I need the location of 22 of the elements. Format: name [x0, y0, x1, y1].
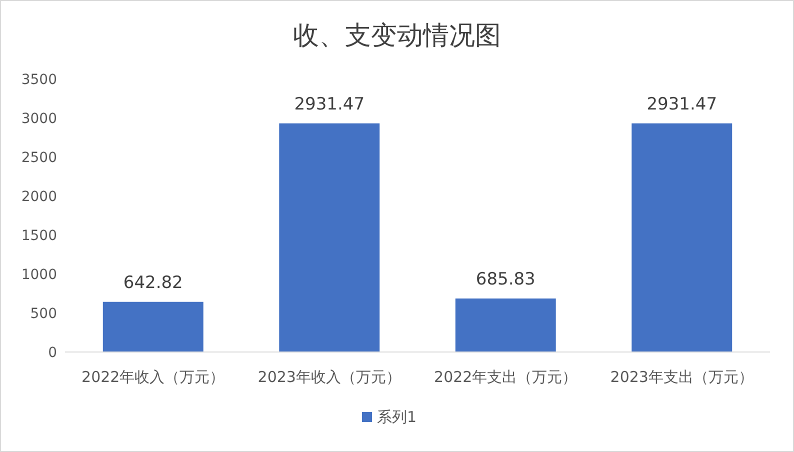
y-tick-label: 500 [30, 306, 57, 322]
x-tick-label: 2023年支出（万元） [610, 368, 754, 386]
y-tick-label: 1000 [21, 267, 57, 283]
chart-title: 收、支变动情况图 [293, 21, 501, 51]
y-tick-label: 2500 [21, 150, 57, 166]
bar [102, 302, 204, 352]
y-tick-label: 3000 [21, 111, 57, 127]
data-label: 642.82 [123, 272, 183, 293]
data-label: 2931.47 [646, 94, 718, 114]
y-tick-label: 0 [48, 345, 57, 361]
data-label: 685.83 [476, 270, 536, 290]
bar [455, 298, 556, 352]
x-tick-label: 2022年收入（万元） [82, 368, 225, 386]
y-tick-label: 3500 [21, 72, 57, 88]
bar [632, 123, 732, 352]
x-tick-label: 2022年支出（万元） [434, 368, 578, 386]
data-label: 2931.47 [294, 94, 365, 114]
bar [279, 123, 380, 352]
legend-label: 系列1 [377, 408, 417, 426]
x-tick-label: 2023年收入（万元） [258, 368, 401, 386]
y-tick-label: 2000 [21, 189, 57, 205]
y-tick-label: 1500 [21, 228, 57, 244]
